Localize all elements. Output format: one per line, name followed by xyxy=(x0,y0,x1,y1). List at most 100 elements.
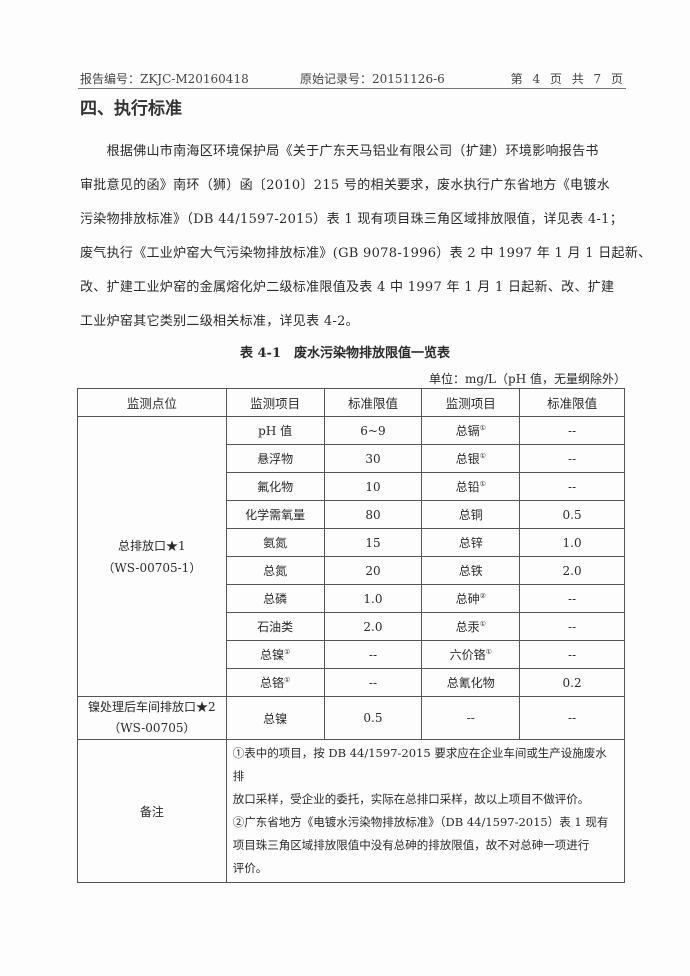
item-name: 氟化物 xyxy=(257,480,294,494)
cell: pH 值 xyxy=(225,416,325,445)
col-header: 标准限值 xyxy=(519,388,625,417)
item-name: 总铜 xyxy=(458,508,483,522)
record-number: 原始记录号：20151126-6 xyxy=(300,72,445,86)
item-name: 总银 xyxy=(455,452,480,466)
cell: 总镉① xyxy=(421,416,521,445)
col-header: 监测项目 xyxy=(421,388,521,417)
cell: 石油类 xyxy=(225,612,325,641)
remarks-text: ①表中的项目，按 DB 44/1597-2015 要求应在企业车间或生产设施废水… xyxy=(225,739,626,883)
footnote-mark: ① xyxy=(284,676,291,684)
cell: -- xyxy=(519,416,625,445)
cell: 2.0 xyxy=(519,556,625,585)
report-number: 报告编号：ZKJC-M20160418 xyxy=(80,72,249,86)
header-divider xyxy=(78,88,626,89)
cell: 6~9 xyxy=(323,416,423,445)
cell: 30 xyxy=(323,444,423,473)
cell: -- xyxy=(421,696,521,740)
cell: 总铜 xyxy=(421,500,521,529)
site-name: 总排放口★1 xyxy=(118,538,186,553)
item-name: 石油类 xyxy=(257,620,294,634)
col-header: 标准限值 xyxy=(323,388,423,417)
remarks-label: 备注 xyxy=(77,739,227,883)
cell: 1.0 xyxy=(323,584,423,613)
cell: 0.2 xyxy=(519,668,625,697)
cell: 总锌 xyxy=(421,528,521,557)
cell: 20 xyxy=(323,556,423,585)
cell: 15 xyxy=(323,528,423,557)
cell: -- xyxy=(519,696,625,740)
footnote-mark: ① xyxy=(284,648,291,656)
cell: 10 xyxy=(323,472,423,501)
item-name: 总铁 xyxy=(458,564,483,578)
page-number: 第 4 页 共 7 页 xyxy=(510,72,626,86)
item-name: 总氮 xyxy=(263,564,288,578)
paragraph-line: 改、扩建工业炉窑的金属熔化炉二级标准限值及表 4 中 1997 年 1 月 1 … xyxy=(80,280,615,295)
table-header-row: 监测点位 监测项目 标准限值 监测项目 标准限值 xyxy=(77,388,625,417)
remark-line: ①表中的项目，按 DB 44/1597-2015 要求应在企业车间或生产设施废水… xyxy=(232,746,607,783)
cell: 六价铬① xyxy=(421,640,521,669)
item-name: 总汞 xyxy=(455,620,480,634)
cell: 氟化物 xyxy=(225,472,325,501)
item-name: 悬浮物 xyxy=(257,452,294,466)
item-name: 总铬 xyxy=(260,676,285,690)
remark-line: 项目珠三角区域排放限值中没有总砷的排放限值，故不对总砷一项进行 xyxy=(232,838,590,852)
site-cell: 镍处理后车间排放口★2 （WS-00705） xyxy=(77,696,227,740)
item-name: 总砷 xyxy=(455,592,480,606)
section-title: 四、执行标准 xyxy=(80,99,182,119)
footnote-mark: ① xyxy=(479,480,486,488)
cell: 总银① xyxy=(421,444,521,473)
item-name: 总磷 xyxy=(263,592,288,606)
cell: 0.5 xyxy=(323,696,423,740)
site-name: 镍处理后车间排放口★2 xyxy=(88,700,216,714)
col-header: 监测项目 xyxy=(225,388,325,417)
cell: -- xyxy=(323,668,423,697)
limits-table: 监测点位 监测项目 标准限值 监测项目 标准限值 总排放口★1 （WS-00705… xyxy=(77,388,626,883)
item-name: 总锌 xyxy=(458,536,483,550)
item-name: 总镍 xyxy=(260,648,285,662)
table-row: 氨氮 15 总锌 1.0 xyxy=(78,528,625,557)
table-row: 总排放口★1 （WS-00705-1） pH 值 6~9 总镉① -- xyxy=(77,416,625,697)
footnote-mark: ① xyxy=(479,424,486,432)
cell: 总铬① xyxy=(225,668,325,697)
item-name: 六价铬 xyxy=(449,648,486,662)
cell: -- xyxy=(519,584,625,613)
site-code: （WS-00705） xyxy=(108,721,196,735)
footnote-mark: ① xyxy=(485,648,492,656)
footnote-mark: ① xyxy=(479,452,486,460)
item-name: 总镉 xyxy=(455,424,480,438)
paragraph-line: 审批意见的函》南环（狮）函〔2010〕215 号的相关要求，废水执行广东省地方《… xyxy=(80,178,610,193)
item-name: pH 值 xyxy=(258,424,293,438)
cell: 悬浮物 xyxy=(225,444,325,473)
table-row: 镍处理后车间排放口★2 （WS-00705） 总镍 0.5 -- -- xyxy=(77,696,625,740)
item-name: 总铅 xyxy=(455,480,480,494)
cell: 化学需氧量 xyxy=(225,500,325,529)
table-row: 氟化物 10 总铅① -- xyxy=(78,472,625,501)
cell: 0.5 xyxy=(519,500,625,529)
cell: 总铅① xyxy=(421,472,521,501)
cell: 80 xyxy=(323,500,423,529)
footnote-mark: ① xyxy=(479,620,486,628)
table-row: 总磷 1.0 总砷② -- xyxy=(78,584,625,613)
cell: 总镍 xyxy=(225,696,325,740)
table-title: 表 4-1 废水污染物排放限值一览表 xyxy=(239,346,450,361)
remark-line: 放口采样，受企业的委托，实际在总排口采样，故以上项目不做评价。 xyxy=(232,792,590,806)
item-name: 氨氮 xyxy=(263,536,288,550)
footnote-mark: ② xyxy=(479,592,486,600)
paragraph-line: 根据佛山市南海区环境保护局《关于广东天马铝业有限公司（扩建）环境影响报告书 xyxy=(80,144,599,159)
cell: 总汞① xyxy=(421,612,521,641)
cell: -- xyxy=(519,444,625,473)
cell: -- xyxy=(519,612,625,641)
table-unit: 单位：mg/L（pH 值，无量纲除外） xyxy=(428,372,626,386)
cell: 总磷 xyxy=(225,584,325,613)
paragraph-line: 废气执行《工业炉窑大气污染物排放标准》(GB 9078-1996）表 2 中 1… xyxy=(80,246,652,261)
cell: -- xyxy=(323,640,423,669)
paragraph-line: 污染物排放标准》（DB 44/1597-2015）表 1 现有项目珠三角区域排放… xyxy=(80,212,623,227)
table-row: 悬浮物 30 总银① -- xyxy=(78,444,625,473)
site-cell: 总排放口★1 （WS-00705-1） xyxy=(77,416,227,697)
cell: 总砷② xyxy=(421,584,521,613)
cell: -- xyxy=(519,472,625,501)
cell: 总镍① xyxy=(225,640,325,669)
item-name: 总氰化物 xyxy=(446,676,495,690)
site-code: （WS-00705-1） xyxy=(102,560,202,575)
